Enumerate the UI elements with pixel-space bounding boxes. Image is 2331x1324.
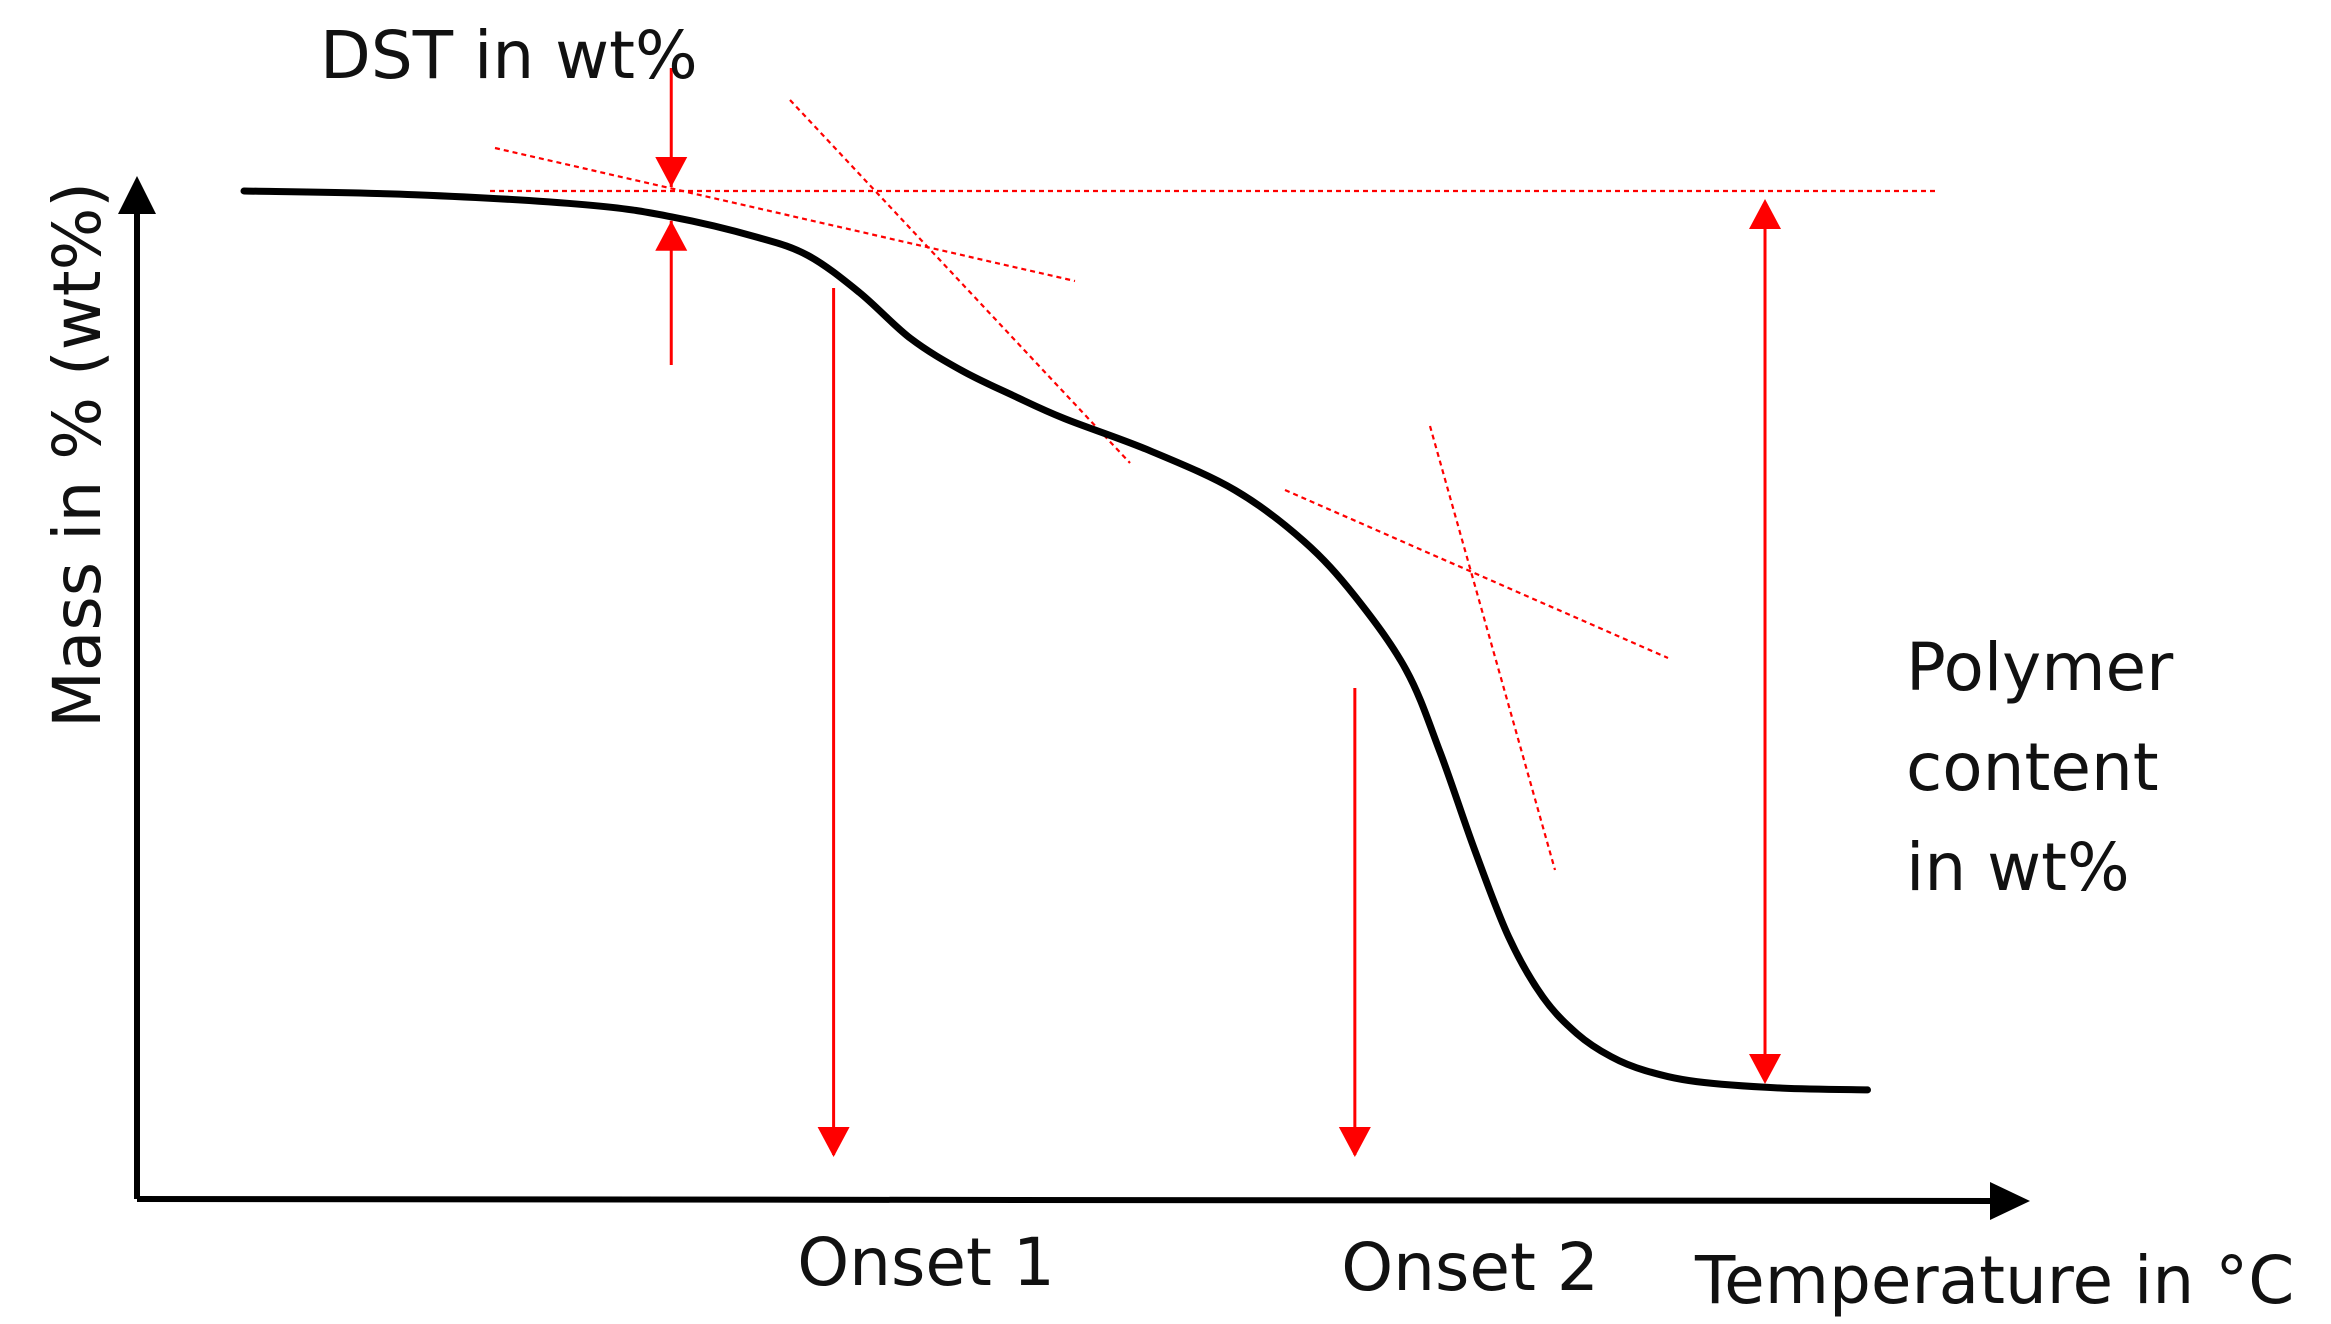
polymer-content-label-line2: content xyxy=(1906,729,2159,806)
onset1-arrow-head xyxy=(817,1127,850,1157)
polymer-content-label-line1: Polymer xyxy=(1906,629,2174,706)
dst-arrow-bottom-head xyxy=(655,220,688,251)
onset1-label: Onset 1 xyxy=(797,1224,1055,1301)
x-axis-arrowhead xyxy=(1990,1182,2030,1220)
onset2-label: Onset 2 xyxy=(1341,1229,1599,1306)
tangent-line-plateau-1 xyxy=(494,146,1076,283)
tangent-line-slope-1 xyxy=(789,99,1131,464)
tangent-line-slope-2 xyxy=(1428,425,1557,871)
polymer-content-arrow-head-bottom xyxy=(1749,1054,1782,1085)
polymer-content-arrow-head-top xyxy=(1749,199,1782,229)
y-axis-arrowhead xyxy=(118,176,156,214)
dst-arrow-top-head xyxy=(655,157,688,187)
polymer-content-label-line3: in wt% xyxy=(1906,829,2130,906)
x-axis xyxy=(136,1196,1991,1204)
series-line-1 xyxy=(240,187,1871,1094)
y-axis-label: Mass in % (wt%) xyxy=(39,182,116,728)
dst-label: DST in wt% xyxy=(320,17,698,94)
onset2-arrow-head xyxy=(1338,1127,1371,1157)
tangent-line-plateau-2 xyxy=(1284,488,1669,660)
x-axis-label: Temperature in °C xyxy=(1694,1242,2294,1319)
